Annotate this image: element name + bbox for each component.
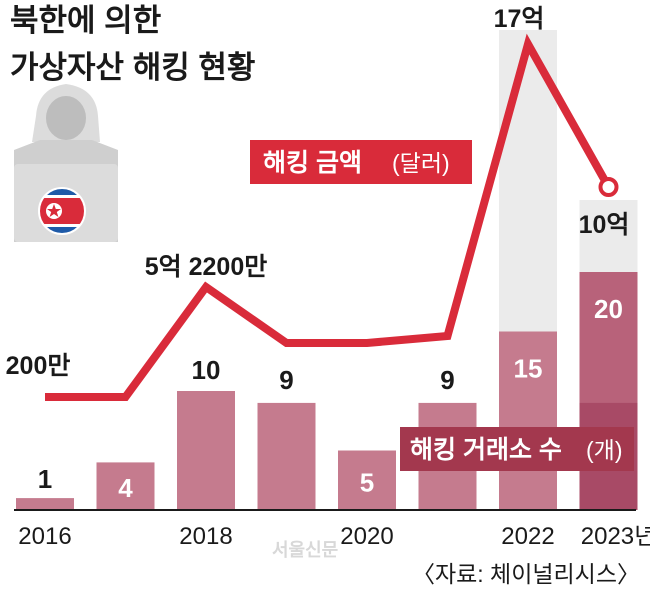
x-axis-tick-labels: 2016 2018 2020 2022 2023년: [18, 523, 650, 550]
legend-amount: 해킹 금액 (달러): [250, 140, 472, 184]
line-label-2022: 17억: [494, 5, 545, 33]
x-tick-2023: 2023년: [581, 523, 650, 550]
legend-amount-box: [250, 140, 472, 184]
chart-title-line2: 가상자산 해킹 현황: [10, 50, 255, 85]
bar-label-2018: 10: [192, 355, 221, 385]
x-tick-2020: 2020: [340, 523, 393, 550]
x-tick-2018: 2018: [179, 523, 232, 550]
line-path: [45, 33, 612, 401]
bar-2018: [177, 391, 235, 510]
bar-label-2022: 15: [514, 354, 543, 384]
legend-amount-unit: (달러): [392, 150, 450, 176]
bar-2017: [96, 462, 155, 510]
line-series: [45, 33, 619, 401]
legend-count-box: [400, 427, 634, 471]
bar-label-2023: 20: [594, 294, 623, 324]
bar-2016: [16, 498, 74, 510]
bar-label-2016: 1: [38, 464, 52, 494]
chart-title-line1: 북한에 의한: [10, 3, 161, 38]
legend-count: 해킹 거래소 수 (개): [400, 427, 634, 471]
line-value-labels: 200만 5억 2200만 17억 10억: [6, 5, 630, 380]
source-note: 〈자료: 체이널리시스〉: [412, 561, 640, 587]
bar-2019: [257, 402, 316, 510]
bar-value-labels: 1 4 10 9 5 9 15 20: [38, 294, 623, 503]
bar-2022: [499, 331, 557, 510]
x-tick-2016: 2016: [18, 523, 71, 550]
bar-label-2019: 9: [279, 365, 293, 395]
legend-count-unit: (개): [586, 437, 622, 463]
line-label-2018: 5억 2200만: [145, 253, 267, 281]
watermark: 서울신문: [272, 540, 338, 560]
bar-top-shade: [579, 272, 638, 403]
x-tick-2022: 2022: [501, 523, 554, 550]
line-label-2016: 200만: [6, 352, 71, 380]
bar-label-2021: 9: [440, 365, 454, 395]
bar-label-2017: 4: [118, 473, 133, 503]
north-korea-flag-icon: [38, 187, 86, 235]
legend-amount-label: 해킹 금액: [263, 149, 362, 177]
legend-count-label: 해킹 거래소 수: [410, 436, 562, 464]
bar-2020: [338, 450, 396, 510]
bar-label-2020: 5: [360, 467, 374, 497]
line-label-2023: 10억: [579, 211, 630, 239]
line-end-marker: [598, 177, 619, 197]
